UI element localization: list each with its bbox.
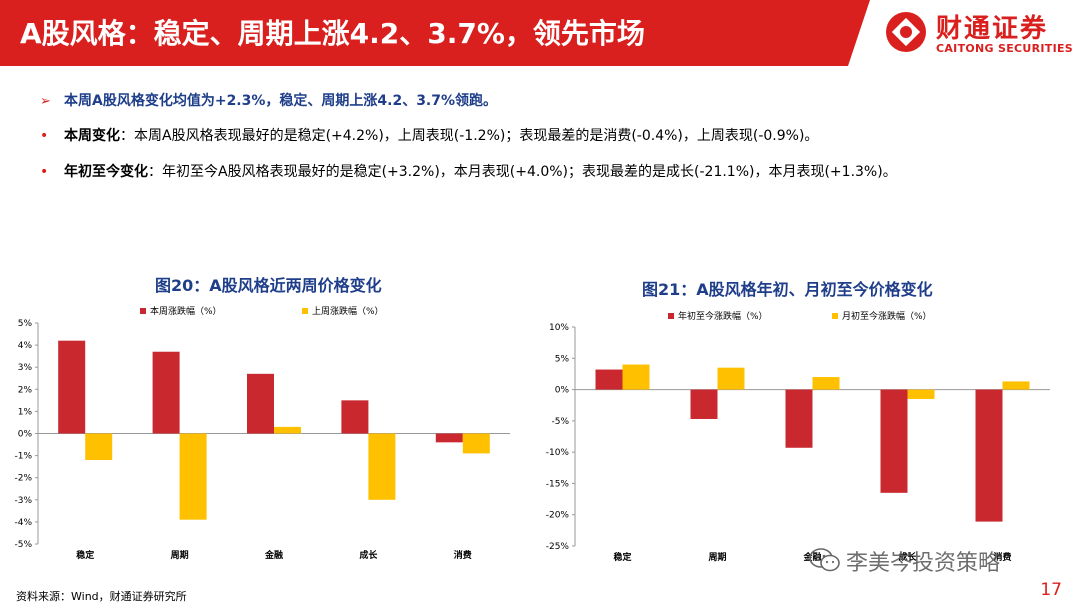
legend-label-2: 月初至今涨跌幅（%） — [842, 310, 932, 322]
y-tick-label: 5% — [18, 319, 33, 329]
header-bar: A股风格：稳定、周期上涨4.2、3.7%，领先市场 财通证券 CAITONG S… — [0, 0, 1080, 66]
week-change-bullet: • 本周变化：本周A股风格表现最好的是稳定(+4.2%)，上周表现(-1.2%)；… — [40, 125, 818, 145]
y-tick-label: 1% — [18, 407, 33, 417]
y-tick-label: -20% — [546, 511, 570, 521]
bar-周期-2 — [179, 433, 207, 520]
ytd-change-bullet: • 年初至今变化：年初至今A股风格表现最好的是稳定(+3.2%)，本月表现(+4.… — [40, 161, 897, 181]
x-tick-label: 成长 — [359, 549, 378, 561]
bar-成长-1 — [880, 389, 908, 493]
dot-bullet-icon: • — [40, 128, 49, 144]
page-number: 17 — [1040, 580, 1062, 600]
bar-成长-1 — [341, 400, 369, 434]
bar-消费-2 — [462, 433, 490, 454]
y-tick-label: 2% — [18, 385, 33, 395]
arrow-bullet-icon: ➢ — [40, 94, 51, 109]
y-tick-label: 4% — [18, 341, 33, 351]
legend-label-1: 本周涨跌幅（%） — [150, 305, 222, 317]
watermark-text: 李美岑投资策略 — [846, 551, 1001, 576]
legend-swatch-1 — [668, 313, 674, 319]
x-tick-label: 成长 — [898, 551, 917, 563]
y-tick-label: -15% — [546, 479, 570, 489]
legend-swatch-2 — [832, 313, 838, 319]
y-tick-label: 10% — [549, 323, 569, 333]
y-tick-label: 3% — [18, 363, 33, 373]
caitong-logo-icon — [886, 12, 926, 52]
x-tick-label: 消费 — [993, 551, 1011, 563]
y-tick-label: -4% — [14, 518, 32, 528]
ytd-label: 年初至今变化 — [64, 164, 148, 180]
bar-稳定-1 — [58, 340, 86, 434]
bar-消费-2 — [1002, 381, 1030, 390]
y-tick-label: -2% — [14, 474, 32, 484]
bar-周期-2 — [717, 367, 745, 390]
company-logo: 财通证券 CAITONG SECURITIES — [848, 0, 1080, 66]
summary-text: 本周A股风格变化均值为+2.3%，稳定、周期上涨4.2、3.7%领跑。 — [64, 93, 498, 109]
y-tick-label: 0% — [18, 430, 33, 440]
legend-swatch-1 — [140, 308, 146, 314]
bar-周期-1 — [152, 351, 180, 434]
bar-稳定-1 — [595, 369, 623, 390]
x-tick-label: 稳定 — [613, 551, 632, 563]
y-tick-label: -25% — [546, 542, 570, 552]
bar-消费-1 — [975, 389, 1003, 522]
bar-成长-2 — [368, 433, 396, 500]
logo-en-text: CAITONG SECURITIES — [936, 42, 1074, 55]
bar-成长-2 — [907, 389, 935, 399]
bar-金融-1 — [785, 389, 813, 448]
x-tick-label: 周期 — [708, 551, 726, 563]
x-tick-label: 金融 — [802, 551, 821, 563]
dot-bullet-icon: • — [40, 164, 49, 180]
x-tick-label: 周期 — [171, 549, 189, 561]
legend-swatch-2 — [302, 308, 308, 314]
legend-label-2: 上周涨跌幅（%） — [312, 305, 384, 317]
page-title: A股风格：稳定、周期上涨4.2、3.7%，领先市场 — [20, 17, 645, 50]
bar-稳定-2 — [622, 364, 650, 390]
y-tick-label: 0% — [555, 386, 570, 396]
bar-金融-2 — [812, 377, 840, 390]
week-text: ：本周A股风格表现最好的是稳定(+4.2%)，上周表现(-1.2%)；表现最差的… — [120, 128, 819, 144]
y-tick-label: -5% — [551, 417, 569, 427]
chart-21: 10% 5% 0% -5% -10% -15% -20% -25% 稳定 周期 金融 成长 消费 年初至今… — [546, 310, 1050, 563]
x-tick-label: 消费 — [454, 549, 472, 561]
ytd-text: ：年初至今A股风格表现最好的是稳定(+3.2%)，本月表现(+4.0%)；表现最… — [148, 164, 897, 180]
bar-稳定-2 — [85, 433, 113, 461]
bar-金融-2 — [274, 426, 301, 434]
bar-消费-1 — [435, 433, 463, 443]
source-note: 资料来源：Wind，财通证券研究所 — [16, 590, 187, 603]
y-tick-label: -3% — [14, 496, 32, 506]
bar-金融-1 — [247, 373, 274, 434]
summary-bullet: ➢ 本周A股风格变化均值为+2.3%，稳定、周期上涨4.2、3.7%领跑。 — [40, 90, 497, 110]
y-tick-label: -10% — [546, 448, 570, 458]
logo-cn-text: 财通证券 — [936, 14, 1049, 44]
y-tick-label: 5% — [555, 354, 570, 364]
chart-21-title: 图21：A股风格年初、月初至今价格变化 — [642, 280, 933, 299]
chart-20-title: 图20：A股风格近两周价格变化 — [155, 276, 382, 295]
x-tick-label: 金融 — [264, 549, 283, 561]
wechat-icon — [809, 548, 840, 572]
x-tick-label: 稳定 — [76, 549, 95, 561]
week-label: 本周变化 — [64, 128, 120, 144]
legend-label-1: 年初至今涨跌幅（%） — [678, 310, 768, 322]
y-tick-label: -5% — [14, 540, 32, 550]
bar-周期-1 — [690, 389, 718, 419]
chart-20: 5% 4% 3% 2% 1% 0% -1% -2% -3% -4% -5% 稳定 周期 金融 成长 消费 本周涨… — [14, 305, 510, 561]
y-tick-label: -1% — [14, 452, 32, 462]
